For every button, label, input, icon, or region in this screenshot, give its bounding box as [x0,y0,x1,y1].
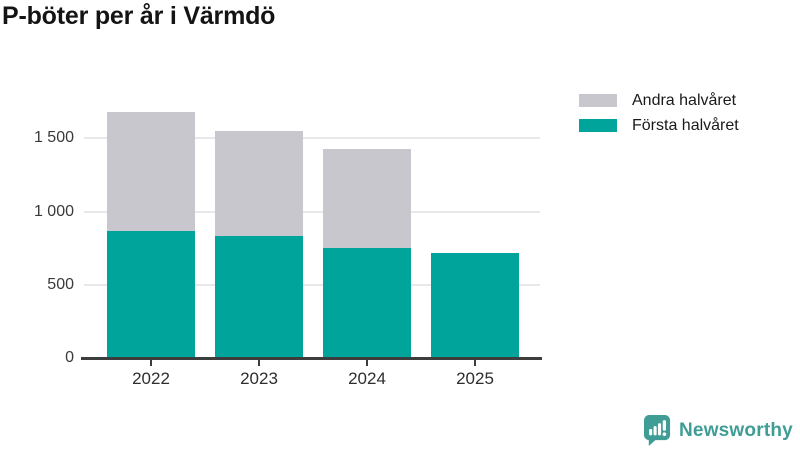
x-axis-line [81,357,542,360]
legend: Andra halvåret Första halvåret [579,88,739,138]
bar-2024-första-halvåret [323,248,411,358]
brand-name: Newsworthy [679,419,793,441]
legend-swatch-andra-halvaret [579,94,617,107]
chart-title: P-böter per år i Värmdö [2,2,276,30]
gridline-1500 [84,137,540,140]
x-axis-tick-2022 [150,359,152,366]
x-axis-label-2025: 2025 [456,369,494,388]
x-axis-label-2022: 2022 [132,369,170,388]
legend-item-forsta-halvaret: Första halvåret [579,113,739,138]
legend-label-andra-halvaret: Andra halvåret [632,91,737,109]
legend-item-andra-halvaret: Andra halvåret [579,88,739,113]
bar-2023-första-halvåret [215,236,303,358]
x-axis-tick-2025 [474,359,476,366]
legend-swatch-forsta-halvaret [579,119,617,132]
legend-label-forsta-halvaret: Första halvåret [632,116,739,134]
gridline-500 [84,283,540,286]
x-axis-tick-2024 [366,359,368,366]
bar-2023-andra-halvåret [215,131,303,237]
newsworthy-logo-icon [643,415,671,446]
x-axis-label-2024: 2024 [348,369,386,388]
brand-footer: Newsworthy [643,414,793,447]
bar-2022-andra-halvåret [107,112,195,231]
y-axis-label-500: 500 [47,275,74,293]
bar-2022-första-halvåret [107,230,195,358]
bar-2025-första-halvåret [431,253,519,358]
y-axis-label-1500: 1 500 [33,129,74,147]
y-axis-label-0: 0 [65,349,74,366]
y-axis-label-1000: 1 000 [33,202,74,220]
bar-2024-andra-halvåret [323,148,411,249]
x-axis-tick-2023 [258,359,260,366]
gridline-1000 [84,210,540,213]
x-axis-label-2023: 2023 [240,369,278,388]
